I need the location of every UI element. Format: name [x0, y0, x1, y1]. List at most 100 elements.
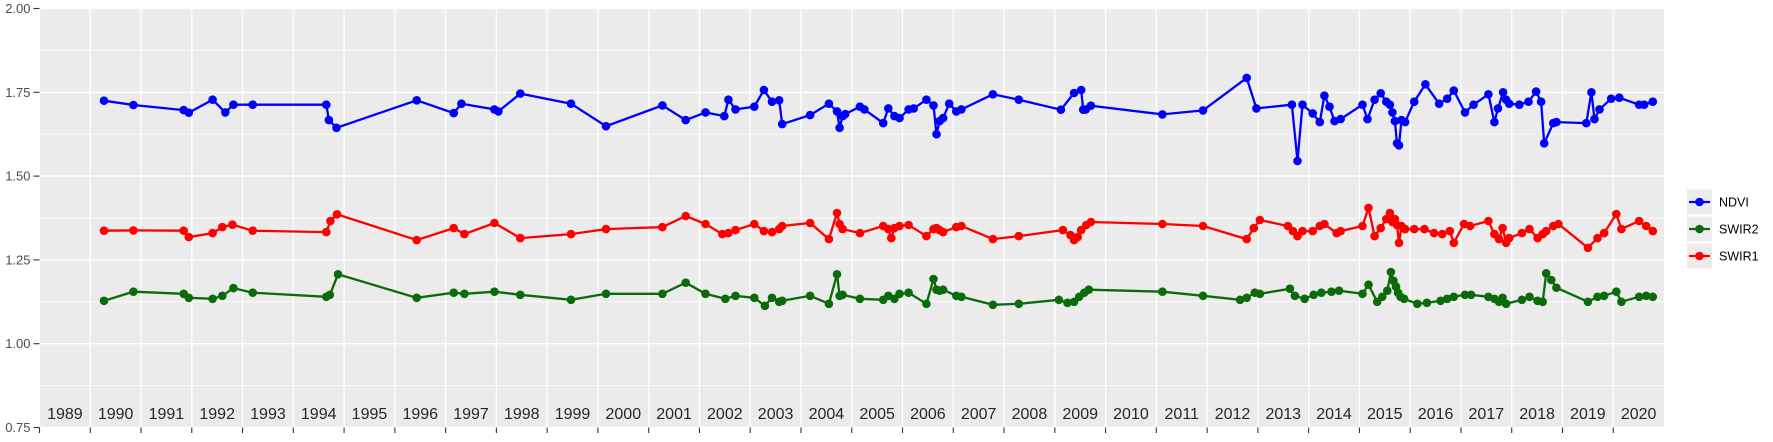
data-point-ndvi: [759, 85, 769, 95]
data-point-swir2: [129, 287, 138, 297]
data-point-swir2: [904, 288, 913, 298]
data-point-swir2: [1054, 295, 1064, 305]
data-point-swir2: [1617, 297, 1626, 307]
data-point-swir2: [1255, 289, 1265, 299]
data-point-ndvi: [895, 113, 904, 123]
data-point-swir1: [566, 229, 576, 239]
data-point-swir1: [904, 220, 913, 230]
data-point-swir2: [412, 293, 422, 303]
data-point-swir2: [1309, 290, 1318, 300]
data-point-swir1: [855, 228, 865, 238]
data-point-ndvi: [601, 121, 611, 131]
data-point-swir2: [1399, 294, 1409, 304]
x-axis-label: 1991: [149, 406, 185, 423]
data-point-swir1: [887, 233, 896, 243]
data-point-ndvi: [1390, 116, 1400, 126]
data-point-swir2: [566, 295, 576, 305]
data-point-swir1: [1320, 219, 1329, 229]
data-point-swir1: [1370, 231, 1379, 241]
data-point-swir2: [208, 294, 217, 304]
data-point-ndvi: [1385, 100, 1395, 109]
data-point-ndvi: [1086, 101, 1096, 110]
data-point-swir1: [179, 226, 188, 235]
legend-point-swir1: [1695, 251, 1704, 261]
data-point-swir2: [895, 289, 904, 299]
data-point-ndvi: [767, 97, 777, 106]
data-point-ndvi: [1595, 105, 1604, 114]
data-point-ndvi: [1308, 109, 1317, 118]
data-point-swir2: [1158, 287, 1167, 297]
data-point-swir1: [824, 234, 834, 244]
x-axis-label: 2001: [656, 406, 692, 423]
data-point-ndvi: [1484, 90, 1493, 99]
data-point-swir1: [1449, 238, 1459, 248]
data-point-swir1: [248, 226, 257, 235]
data-point-swir2: [721, 294, 730, 304]
data-point-swir1: [1583, 243, 1593, 253]
data-point-swir2: [1084, 285, 1094, 295]
data-point-ndvi: [457, 99, 466, 108]
data-point-swir1: [1409, 224, 1419, 234]
data-point-swir1: [99, 226, 109, 235]
data-point-swir2: [229, 283, 238, 293]
data-point-swir2: [767, 293, 777, 303]
x-axis-label: 2020: [1621, 406, 1657, 423]
data-point-ndvi: [566, 99, 576, 108]
data-point-swir2: [1413, 299, 1422, 309]
data-point-swir2: [838, 290, 847, 300]
data-point-ndvi: [957, 105, 966, 114]
data-point-swir1: [731, 225, 740, 235]
data-point-swir2: [805, 291, 815, 301]
data-point-swir1: [1249, 223, 1259, 233]
data-point-swir1: [208, 228, 217, 238]
data-point-swir1: [805, 218, 815, 228]
data-point-swir2: [832, 270, 842, 279]
x-axis-label: 2013: [1265, 406, 1301, 423]
data-point-swir2: [1422, 298, 1432, 308]
data-point-swir1: [681, 211, 690, 221]
data-point-swir2: [325, 290, 335, 300]
data-point-swir2: [1552, 283, 1561, 293]
data-point-swir2: [1014, 299, 1024, 309]
data-point-ndvi: [878, 118, 888, 128]
data-point-swir1: [460, 229, 469, 239]
legend-label-swir2: SWIR2: [1719, 223, 1759, 237]
data-point-swir1: [1364, 203, 1373, 213]
data-point-ndvi: [824, 99, 834, 108]
data-point-swir1: [1612, 209, 1621, 219]
data-point-swir1: [1014, 231, 1024, 241]
data-point-ndvi: [909, 104, 918, 113]
data-point-swir1: [1593, 233, 1602, 243]
data-point-swir2: [184, 293, 194, 303]
data-point-ndvi: [932, 129, 941, 139]
x-axis-label: 1995: [352, 406, 388, 423]
data-point-swir1: [129, 226, 138, 235]
data-point-ndvi: [1434, 99, 1444, 108]
data-point-swir1: [767, 227, 777, 237]
data-point-swir2: [1358, 289, 1367, 299]
data-point-ndvi: [1076, 85, 1086, 95]
data-point-swir2: [1300, 294, 1309, 304]
legend-point-swir2: [1695, 224, 1704, 234]
x-axis-label: 1990: [98, 406, 134, 423]
data-point-swir1: [1634, 216, 1644, 226]
data-point-ndvi: [1498, 88, 1508, 97]
data-point-swir2: [1198, 291, 1208, 301]
data-point-swir2: [1386, 267, 1396, 277]
data-point-ndvi: [332, 123, 341, 133]
data-point-swir1: [777, 221, 787, 231]
data-point-swir1: [1420, 224, 1429, 234]
data-point-swir1: [1484, 216, 1493, 226]
data-point-swir2: [1290, 291, 1300, 301]
data-point-swir1: [1517, 228, 1527, 238]
data-point-ndvi: [449, 108, 459, 118]
data-point-swir2: [929, 274, 938, 284]
data-point-ndvi: [208, 95, 217, 104]
data-point-ndvi: [1490, 117, 1499, 127]
data-point-swir2: [777, 296, 787, 306]
data-point-ndvi: [1293, 156, 1302, 166]
data-point-swir1: [1198, 221, 1208, 231]
data-point-swir1: [1445, 226, 1455, 236]
